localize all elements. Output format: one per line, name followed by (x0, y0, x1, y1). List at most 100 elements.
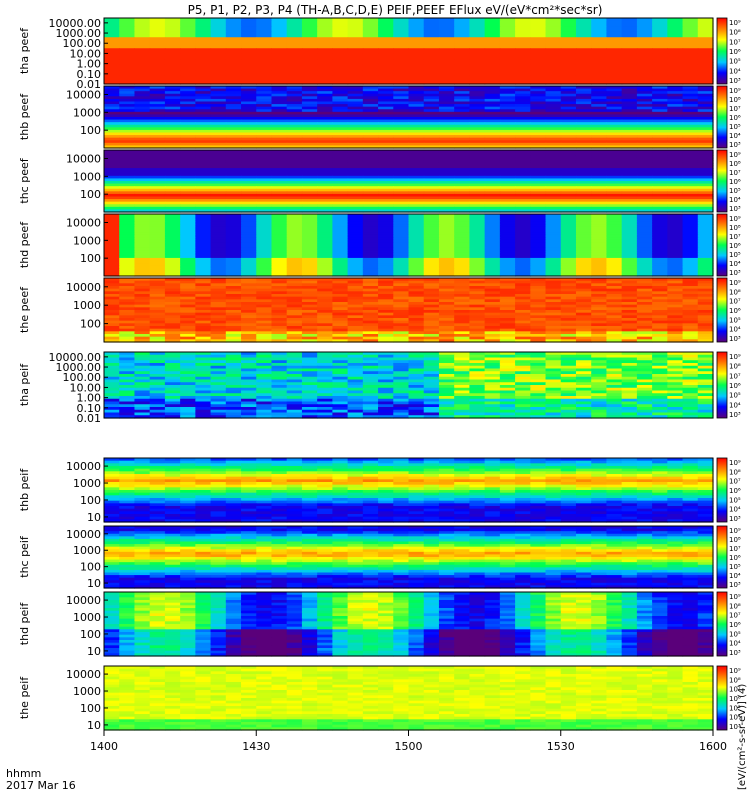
heatmap-cell (301, 245, 318, 249)
heatmap-cell (317, 270, 333, 275)
heatmap-cell (499, 56, 516, 60)
heatmap-cell (149, 352, 166, 356)
heatmap-cell (697, 328, 714, 332)
heatmap-cell (378, 67, 394, 71)
heatmap-cell (134, 155, 151, 159)
heatmap-cell (180, 122, 196, 126)
heatmap-cell (484, 252, 501, 256)
heatmap-cell (301, 270, 318, 275)
heatmap-cell (119, 34, 136, 38)
heatmap-cell (362, 157, 379, 161)
heatmap-cell (104, 283, 120, 287)
heatmap-cell (164, 291, 181, 295)
heatmap-cell (591, 132, 608, 136)
heatmap-cell (636, 294, 653, 298)
heatmap-cell (560, 354, 577, 359)
heatmap-cell (271, 328, 288, 332)
heatmap-cell (454, 29, 470, 33)
heatmap-cell (484, 51, 501, 55)
heatmap-cell (286, 302, 303, 306)
heatmap-cell (332, 286, 349, 290)
heatmap-cell (545, 252, 562, 256)
heatmap-cell (575, 64, 592, 69)
heatmap-cell (149, 336, 166, 340)
heatmap-cell (682, 67, 699, 71)
heatmap-cell (134, 288, 151, 292)
heatmap-cell (621, 304, 638, 308)
heatmap-cell (301, 199, 318, 203)
heatmap-cell (697, 178, 714, 182)
heatmap-cell (530, 62, 547, 66)
heatmap-cell (241, 307, 257, 311)
heatmap-cell (225, 280, 242, 284)
heatmap-cell (606, 226, 623, 231)
heatmap-cell (575, 168, 592, 172)
heatmap-cell (697, 20, 714, 25)
heatmap-cell (119, 168, 136, 172)
heatmap-cell (347, 73, 364, 77)
heatmap-cell (515, 263, 531, 267)
heatmap-cell (347, 160, 364, 164)
heatmap-cell (560, 142, 577, 147)
heatmap-cell (119, 188, 136, 192)
heatmap-cell (241, 280, 257, 284)
heatmap-cell (149, 214, 166, 218)
heatmap-cell (499, 78, 516, 82)
heatmap-cell (560, 152, 577, 156)
heatmap-cell (575, 122, 592, 126)
heatmap-cell (317, 318, 333, 322)
heatmap-cell (697, 62, 714, 66)
heatmap-cell (286, 23, 303, 27)
heatmap-cell (652, 278, 668, 282)
heatmap-cell (591, 312, 608, 316)
heatmap-cell (697, 119, 714, 123)
heatmap-cell (180, 247, 196, 251)
heatmap-cell (469, 307, 486, 311)
heatmap-cell (560, 137, 577, 141)
heatmap-cell (393, 191, 410, 195)
heatmap-cell (667, 232, 684, 236)
heatmap-cell (378, 23, 394, 27)
heatmap-cell (134, 183, 151, 187)
heatmap-cell (545, 45, 562, 49)
heatmap-cell (408, 247, 425, 251)
heatmap-cell (301, 45, 318, 49)
heatmap-cell (515, 160, 531, 164)
heatmap-cell (119, 193, 136, 198)
heatmap-cell (484, 75, 501, 80)
heatmap-cell (636, 296, 653, 300)
heatmap-cell (697, 59, 714, 63)
heatmap-cell (682, 252, 699, 256)
heatmap-cell (256, 302, 273, 306)
heatmap-cell (408, 165, 425, 169)
heatmap-cell (560, 160, 577, 164)
heatmap-cell (301, 109, 318, 113)
heatmap-cell (241, 263, 257, 267)
heatmap-cell (697, 129, 714, 134)
heatmap-cell (332, 296, 349, 300)
heatmap-cell (591, 142, 608, 147)
colorbar-tick-label: 10⁵ (729, 316, 741, 324)
heatmap-cell (454, 250, 470, 254)
heatmap-cell (621, 124, 638, 128)
heatmap-cell (210, 140, 227, 144)
heatmap-cell (164, 278, 181, 282)
heatmap-cell (225, 53, 242, 58)
heatmap-cell (560, 188, 577, 192)
colorbar-tick-label: 10⁹ (729, 87, 741, 95)
heatmap-cell (180, 56, 196, 60)
heatmap-cell (195, 331, 212, 335)
heatmap-cell (454, 209, 470, 213)
heatmap-cell (545, 196, 562, 200)
heatmap-cell (241, 206, 257, 211)
heatmap-cell (271, 168, 288, 172)
heatmap-cell (606, 232, 623, 236)
heatmap-cell (286, 178, 303, 182)
heatmap-cell (499, 268, 516, 272)
heatmap-cell (530, 278, 547, 282)
heatmap-cell (119, 59, 136, 63)
heatmap-cell (195, 127, 212, 131)
heatmap-cell (682, 170, 699, 174)
heatmap-cell (621, 165, 638, 169)
heatmap-cell (469, 18, 486, 22)
